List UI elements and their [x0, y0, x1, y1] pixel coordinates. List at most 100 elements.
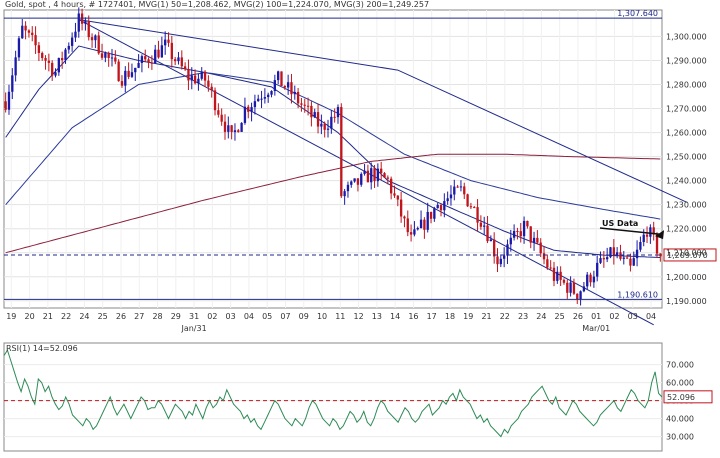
annotation-text: US Data — [602, 219, 638, 228]
candle-body — [536, 237, 539, 243]
candle-body — [366, 170, 370, 183]
candle-body — [300, 103, 303, 105]
candle-body — [416, 228, 419, 230]
candle-body — [625, 257, 629, 259]
y-tick-label: 1,270.000 — [666, 105, 707, 114]
candle-body — [386, 177, 389, 179]
candle-body — [243, 106, 247, 123]
candle-body — [313, 112, 316, 118]
candle-body — [144, 56, 147, 60]
rsi-y-tick-label: 30.000 — [666, 433, 694, 442]
candle-body — [370, 168, 373, 183]
candle-body — [376, 168, 380, 182]
price-y-axis: 1,190.000 1,200.000 1,210.000 1,220.000 1,23… — [666, 32, 707, 305]
candle-body — [549, 267, 552, 269]
candle-body — [336, 107, 340, 118]
candle-body — [552, 267, 556, 281]
x-tick-label: 02 — [609, 312, 619, 321]
candle-body — [399, 199, 403, 217]
candle-body — [303, 104, 306, 106]
candle-body — [340, 107, 343, 197]
candle-body — [227, 125, 230, 132]
y-tick-label: 1,300.000 — [666, 32, 707, 41]
x-tick-label: 13 — [372, 312, 382, 321]
candle-body — [310, 105, 313, 118]
candle-body — [263, 97, 267, 99]
candle-body — [466, 194, 469, 207]
candle-body — [230, 125, 233, 133]
candle-body — [270, 91, 273, 95]
candle-body — [140, 56, 144, 63]
candle-body — [44, 58, 47, 61]
candle-body — [213, 90, 217, 111]
candle-body — [14, 57, 17, 76]
level-label: 1,307.640 — [617, 9, 658, 18]
candle-body — [463, 186, 466, 195]
rsi-current-box — [663, 390, 713, 404]
candle-body — [350, 181, 353, 185]
x-tick-label: 01 — [591, 312, 601, 321]
candle-body — [632, 258, 635, 266]
candle-body — [396, 195, 399, 200]
candle-body — [383, 173, 386, 178]
candle-body — [94, 35, 97, 41]
candle-body — [459, 186, 463, 188]
candle-body — [496, 256, 499, 265]
candle-body — [629, 258, 632, 266]
candle-body — [197, 78, 200, 84]
x-tick-label: 24 — [536, 312, 546, 321]
current-price-label: 1,209.070 — [667, 251, 708, 260]
candle-body — [64, 49, 67, 61]
candle-body — [659, 253, 662, 257]
candle-body — [104, 52, 107, 58]
x-tick-label: 26 — [116, 312, 126, 321]
candle-body — [160, 45, 164, 58]
candle-body — [559, 271, 562, 280]
x-tick-label: 28 — [152, 312, 162, 321]
x-tick-label: 16 — [408, 312, 418, 321]
candle-body — [443, 201, 446, 211]
candle-body — [576, 293, 579, 300]
x-tick-label: 31 — [189, 312, 199, 321]
candle-body — [110, 57, 114, 59]
candle-body — [602, 258, 606, 260]
candle-body — [589, 274, 592, 283]
candle-body — [356, 178, 360, 185]
candle-body — [74, 31, 77, 38]
candle-body — [436, 204, 439, 209]
upper-trendline — [78, 19, 688, 203]
x-tick-label: 21 — [481, 312, 491, 321]
candle-body — [566, 282, 569, 293]
candle-body — [343, 191, 346, 197]
x-tick-label: 14 — [390, 312, 400, 321]
level-label: 1,190.610 — [617, 290, 658, 299]
candle-body — [615, 252, 619, 256]
candle-body — [429, 211, 433, 219]
candle-body — [90, 37, 94, 41]
rsi-line — [3, 349, 663, 438]
candle-body — [619, 252, 622, 259]
candle-body — [31, 32, 34, 36]
x-tick-label: 24 — [79, 312, 89, 321]
candle-body — [250, 107, 253, 112]
time-x-axis: 19 20 21 22 24 25 26 27 28 29 31 02 03 04 05 07 09 10 11 12… — [6, 312, 656, 333]
rsi-y-tick-label: 40.000 — [666, 415, 694, 424]
candle-body — [586, 274, 589, 287]
candle-body — [509, 237, 512, 245]
annotation-arrow-line — [599, 227, 660, 235]
candle-body — [273, 80, 277, 92]
candle-body — [127, 70, 130, 77]
candle-body — [326, 128, 330, 130]
candle-body — [483, 225, 486, 227]
candle-body — [426, 211, 429, 230]
candle-body — [114, 57, 117, 62]
candle-body — [562, 279, 566, 283]
candle-body — [489, 239, 493, 242]
candle-body — [24, 25, 27, 31]
current-price-box — [663, 248, 717, 262]
candle-body — [107, 52, 110, 58]
candle-body — [499, 258, 502, 265]
candle-body — [170, 42, 173, 60]
candle-body — [479, 222, 483, 227]
month-label: Jan/31 — [180, 324, 206, 333]
